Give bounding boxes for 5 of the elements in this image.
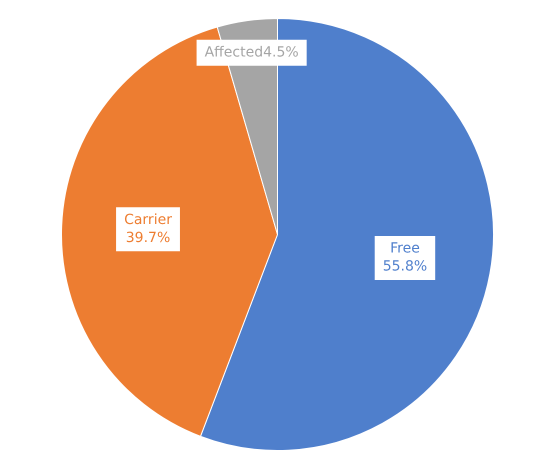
slice-label: Carrier: [124, 212, 172, 228]
slice-label: Free: [390, 240, 420, 257]
data-label: 55.8%: [382, 258, 428, 275]
data-label: 39.7%: [126, 230, 170, 246]
slice-label: Affected4.5%: [204, 44, 299, 60]
